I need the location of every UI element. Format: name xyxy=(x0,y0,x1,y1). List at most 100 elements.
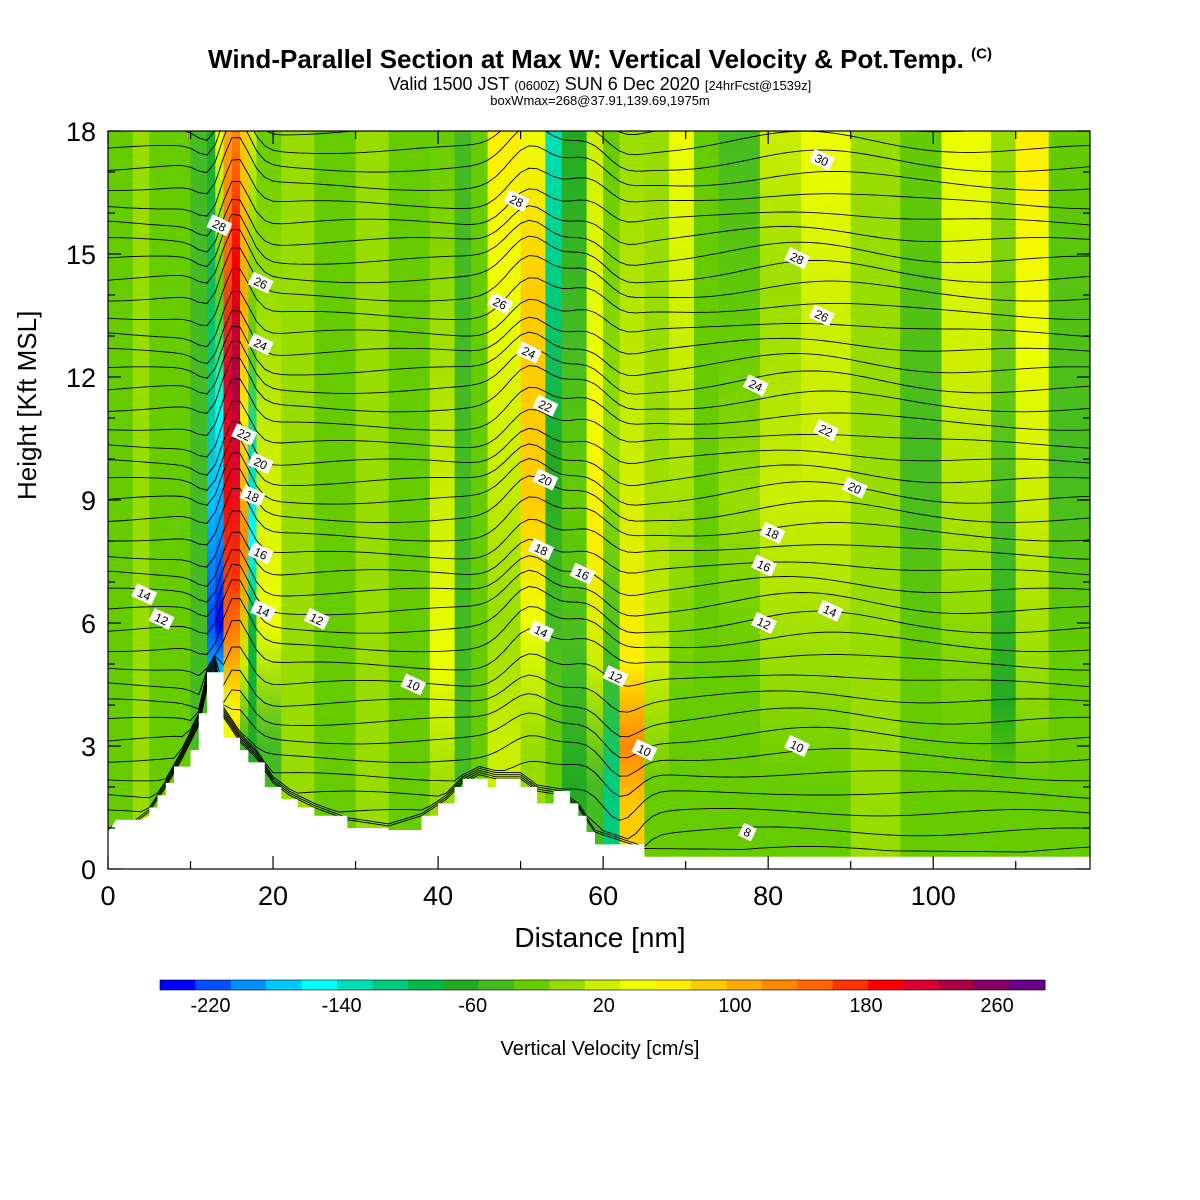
theta-label: 24 xyxy=(247,333,274,356)
theta-label: 22 xyxy=(812,419,839,442)
colorbar-swatch xyxy=(761,980,798,990)
theta-label: 14 xyxy=(131,583,158,606)
colorbar-swatch xyxy=(230,980,267,990)
box-info: boxWmax=268@37.91,139.69,1975m xyxy=(490,93,710,108)
svg-text:12: 12 xyxy=(152,610,170,628)
colorbar-tick-label: -60 xyxy=(458,995,487,1017)
colorbar-swatch xyxy=(549,980,586,990)
svg-text:18: 18 xyxy=(763,524,781,542)
theta-label: 26 xyxy=(247,271,274,294)
svg-text:24: 24 xyxy=(520,344,538,362)
x-axis: 0 20 40 60 80 100 xyxy=(100,131,1017,911)
theta-label: 28 xyxy=(784,247,811,270)
y-tick-label: 18 xyxy=(66,117,96,147)
svg-text:28: 28 xyxy=(507,192,525,210)
theta-label: 12 xyxy=(602,665,629,688)
colorbar-tick-label: 180 xyxy=(849,995,882,1017)
colorbar-swatch xyxy=(195,980,232,990)
x-tick-label: 40 xyxy=(423,881,453,911)
svg-text:14: 14 xyxy=(821,602,839,620)
title-main: Wind-Parallel Section at Max W: Vertical… xyxy=(208,44,964,74)
svg-text:14: 14 xyxy=(135,586,153,604)
theta-label: 14 xyxy=(528,620,555,643)
theta-label: 16 xyxy=(569,562,596,585)
svg-text:12: 12 xyxy=(606,668,624,686)
svg-text:30: 30 xyxy=(813,151,831,169)
theta-label: 28 xyxy=(503,189,530,212)
colorbar-tick-label: -220 xyxy=(190,995,230,1017)
x-tick-label: 0 xyxy=(100,881,115,911)
theta-label: 24 xyxy=(515,341,542,364)
colorbar-swatch xyxy=(337,980,373,990)
y-tick-label: 0 xyxy=(81,855,96,885)
colorbar-swatch xyxy=(584,980,621,990)
theta-label: 16 xyxy=(751,554,777,577)
forecast-info: [24hrFcst@1539z] xyxy=(704,78,812,93)
theta-label: 18 xyxy=(239,484,266,507)
x-tick-label: 80 xyxy=(753,881,783,911)
colorbar-swatch xyxy=(478,980,515,990)
theta-label: 20 xyxy=(841,476,868,499)
colorbar-swatch xyxy=(938,980,975,990)
svg-text:22: 22 xyxy=(235,426,253,444)
theta-label: 14 xyxy=(250,599,277,622)
theta-label: 18 xyxy=(759,521,786,544)
colorbar-swatch xyxy=(655,980,692,990)
x-axis-title: Distance [nm] xyxy=(514,922,686,953)
svg-text:20: 20 xyxy=(536,471,554,489)
colorbar-swatch xyxy=(868,980,904,990)
svg-text:20: 20 xyxy=(251,454,269,472)
theta-label: 20 xyxy=(247,452,274,475)
y-tick-label: 15 xyxy=(66,240,96,270)
y-tick-label: 6 xyxy=(81,609,96,639)
colorbar-swatch xyxy=(903,980,940,990)
colorbar-swatch xyxy=(301,980,338,990)
svg-text:24: 24 xyxy=(251,335,269,353)
theta-contour-labels: 28 26 24 22 20 18 16 14 14 12 12 10 28 26 24 22 20 18 16 14… xyxy=(131,148,868,842)
title-copyright: (C) xyxy=(971,45,992,63)
svg-text:16: 16 xyxy=(251,545,269,563)
colorbar: -220 -140 -60 20 100 180 260 xyxy=(159,979,1046,1017)
theta-label: 14 xyxy=(817,599,844,622)
theta-label: 18 xyxy=(528,538,555,561)
colorbar-swatch xyxy=(160,980,196,990)
y-axis-title: Height [Kft MSL] xyxy=(12,310,42,500)
theta-label: 12 xyxy=(148,607,175,630)
colorbar-swatch xyxy=(797,980,833,990)
x-tick-label: 60 xyxy=(588,881,618,911)
theta-label: 12 xyxy=(751,612,777,634)
colorbar-swatch xyxy=(691,980,727,990)
svg-text:10: 10 xyxy=(635,741,653,759)
svg-text:22: 22 xyxy=(817,422,835,440)
colorbar-tick-label: 260 xyxy=(980,995,1013,1017)
colorbar-swatch xyxy=(266,980,302,990)
theta-contours xyxy=(108,131,1090,853)
svg-text:18: 18 xyxy=(243,487,261,505)
colorbar-swatch xyxy=(974,980,1010,990)
x-tick-label: 100 xyxy=(911,881,956,911)
svg-text:22: 22 xyxy=(536,397,554,415)
colorbar-swatch xyxy=(372,980,409,990)
theta-label: 28 xyxy=(206,214,233,237)
y-tick-label: 3 xyxy=(81,732,96,762)
svg-text:10: 10 xyxy=(404,676,422,694)
svg-text:28: 28 xyxy=(788,249,806,267)
svg-text:14: 14 xyxy=(532,622,550,640)
theta-label: 30 xyxy=(808,148,835,171)
colorbar-title: Vertical Velocity [cm/s] xyxy=(500,1038,700,1060)
theta-label: 10 xyxy=(400,673,427,696)
theta-label: 26 xyxy=(487,292,513,315)
svg-text:24: 24 xyxy=(747,376,765,394)
colorbar-swatch xyxy=(726,980,763,990)
colorbar-swatch xyxy=(443,980,479,990)
svg-text:16: 16 xyxy=(755,557,773,575)
terrain xyxy=(108,672,1090,869)
theta-label: 20 xyxy=(532,468,559,491)
theta-label: 26 xyxy=(808,304,835,327)
colorbar-tick-label: -140 xyxy=(322,995,362,1017)
svg-text:14: 14 xyxy=(254,602,272,620)
valid-date: SUN 6 Dec 2020 xyxy=(564,74,700,94)
svg-text:12: 12 xyxy=(755,614,773,632)
colorbar-swatch xyxy=(620,980,656,990)
